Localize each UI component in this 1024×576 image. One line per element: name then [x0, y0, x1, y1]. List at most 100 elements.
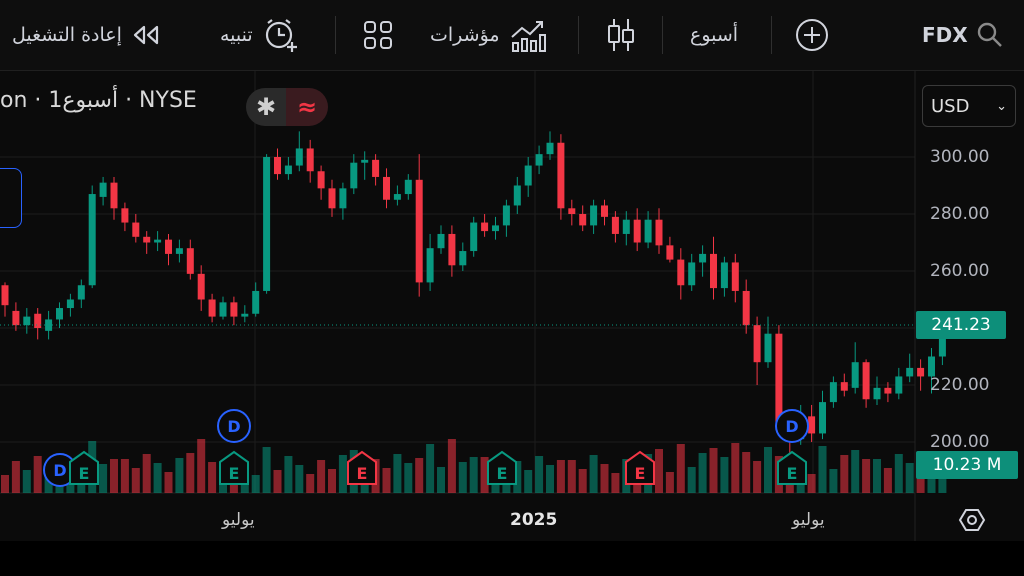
- candle-body: [808, 416, 816, 434]
- earnings-label: E: [787, 464, 798, 483]
- symbol-legend: on · أسبوع1 · NYSE: [0, 88, 197, 113]
- volume-bar: [851, 450, 860, 493]
- volume-bar: [742, 452, 751, 493]
- candle-body: [350, 162, 358, 189]
- interval-label: أسبوع: [690, 24, 739, 46]
- time-label: يوليو: [792, 510, 825, 530]
- replay-icon: [130, 21, 164, 49]
- symbol-search[interactable]: FDX: [922, 0, 1004, 70]
- volume-bar: [131, 468, 140, 493]
- volume-bar: [894, 454, 903, 493]
- volume-bar: [469, 457, 478, 493]
- time-label: يوليو: [222, 510, 255, 530]
- candle-body: [404, 179, 412, 195]
- candle-body: [513, 185, 521, 206]
- alert-button[interactable]: تنبيه: [220, 0, 301, 70]
- add-icon: [794, 17, 830, 53]
- price-label: 280.00: [930, 204, 990, 224]
- asterisk-icon[interactable]: ✱: [246, 88, 286, 126]
- alert-clock-icon: [261, 15, 301, 55]
- layout-grid-icon: [362, 19, 394, 51]
- candle-body: [753, 325, 761, 363]
- candle-body: [731, 262, 739, 291]
- candle-body: [88, 194, 96, 286]
- candle-body: [66, 299, 74, 309]
- earnings-label: E: [357, 464, 368, 483]
- volume-bar: [99, 464, 108, 493]
- candle-body: [579, 214, 587, 226]
- earnings-label: E: [635, 464, 646, 483]
- candle-body: [186, 248, 194, 274]
- candle-body: [241, 313, 249, 317]
- candle-body: [666, 245, 674, 260]
- candle-body: [568, 208, 576, 214]
- earnings-label: E: [79, 464, 90, 483]
- volume-bar: [589, 455, 598, 493]
- candle-body: [851, 362, 859, 388]
- candle-body: [219, 302, 227, 317]
- volume-bar: [317, 460, 326, 493]
- currency-select[interactable]: USD ⌄: [922, 85, 1016, 127]
- candle-body: [470, 222, 478, 252]
- volume-bar: [578, 469, 587, 493]
- candle-body: [328, 188, 336, 209]
- volume-bar: [404, 463, 413, 493]
- earnings-label: E: [229, 464, 240, 483]
- candle-body: [99, 182, 107, 197]
- chevron-down-icon: ⌄: [996, 98, 1007, 114]
- candle-body: [917, 367, 925, 377]
- candle-body: [557, 142, 565, 209]
- indicators-button[interactable]: مؤشرات: [430, 0, 548, 70]
- volume-bar: [208, 462, 217, 493]
- volume-bar: [120, 459, 129, 493]
- candle-body: [165, 239, 172, 254]
- candle-body: [317, 171, 325, 189]
- settings-icon[interactable]: [958, 508, 986, 536]
- volume-bar: [709, 448, 718, 493]
- price-label: 200.00: [930, 432, 990, 452]
- dividend-label: D: [53, 461, 66, 480]
- dividend-label: D: [785, 417, 798, 436]
- indicators-icon: [508, 17, 548, 53]
- volume-bar: [415, 458, 424, 493]
- volume-bar: [273, 470, 282, 493]
- toolbar-separator: [578, 16, 579, 54]
- layout-button[interactable]: [362, 0, 394, 70]
- candle-body: [840, 382, 848, 391]
- volume-bar: [197, 439, 206, 493]
- volume-bar: [873, 459, 881, 493]
- side-panel-toggle[interactable]: [0, 168, 22, 228]
- candle-body: [295, 148, 303, 166]
- volume-bar: [905, 463, 914, 493]
- dividend-marker: [217, 409, 251, 443]
- price-label: 300.00: [930, 147, 990, 167]
- replay-button[interactable]: إعادة التشغيل: [12, 0, 164, 70]
- price-chart[interactable]: D DD E E E E E E: [0, 71, 1024, 541]
- candle-body: [1, 285, 9, 306]
- indicators-label: مؤشرات: [430, 24, 500, 46]
- candle-body: [688, 262, 696, 286]
- candle-body: [644, 219, 652, 243]
- alert-label: تنبيه: [220, 24, 253, 46]
- chart-type-button[interactable]: [604, 0, 638, 70]
- earnings-marker: [777, 450, 807, 485]
- candle-body: [77, 285, 85, 300]
- volume-bar: [11, 461, 20, 493]
- candle-body: [699, 253, 707, 263]
- interval-button[interactable]: أسبوع: [690, 0, 738, 70]
- volume-bar: [883, 468, 892, 493]
- compare-add-button[interactable]: [794, 0, 830, 70]
- volume-bar: [698, 453, 707, 493]
- candle-body: [197, 273, 205, 300]
- volume-bar: [546, 465, 554, 493]
- volume-bar: [655, 449, 663, 493]
- candle-body: [175, 248, 183, 254]
- candle-body: [56, 308, 63, 320]
- volume-bar: [153, 463, 162, 493]
- earnings-marker: [487, 450, 517, 485]
- candle-body: [121, 208, 129, 223]
- wave-icon[interactable]: ≈: [286, 88, 328, 126]
- candle-body: [742, 290, 750, 326]
- candle-body: [383, 176, 390, 200]
